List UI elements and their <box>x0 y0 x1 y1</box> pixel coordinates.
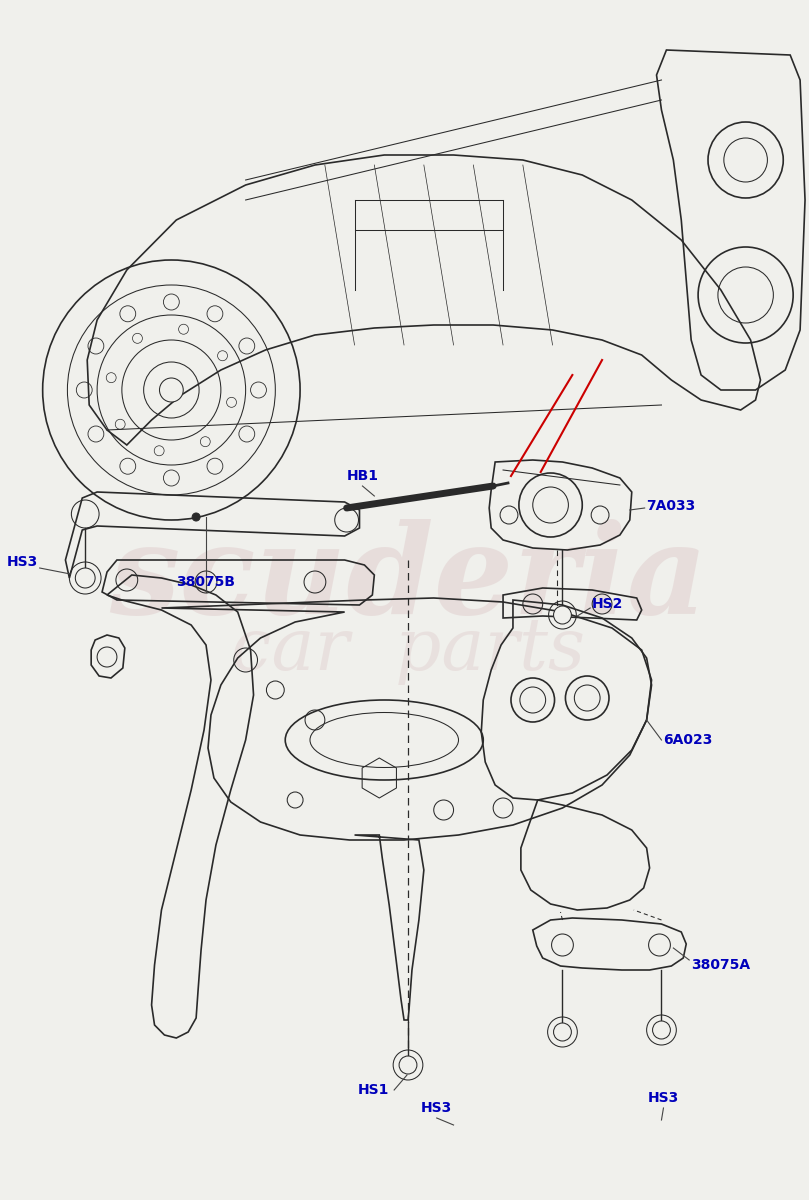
Text: 38075B: 38075B <box>176 575 235 589</box>
Text: car  parts: car parts <box>231 614 585 685</box>
Text: scuderia: scuderia <box>108 520 707 641</box>
Text: HB1: HB1 <box>346 469 379 482</box>
Text: 6A023: 6A023 <box>663 733 713 746</box>
Circle shape <box>653 1021 671 1039</box>
Text: HS3: HS3 <box>421 1102 452 1115</box>
Text: 38075A: 38075A <box>691 958 750 972</box>
Circle shape <box>399 1056 417 1074</box>
Circle shape <box>193 514 200 521</box>
Circle shape <box>553 606 571 624</box>
Circle shape <box>75 568 95 588</box>
Text: HS3: HS3 <box>648 1091 679 1105</box>
Circle shape <box>553 1022 571 1040</box>
Text: 7A033: 7A033 <box>646 499 696 514</box>
Circle shape <box>159 378 184 402</box>
Text: HS2: HS2 <box>592 596 624 611</box>
Text: HS1: HS1 <box>358 1082 389 1097</box>
Text: HS3: HS3 <box>6 554 38 569</box>
